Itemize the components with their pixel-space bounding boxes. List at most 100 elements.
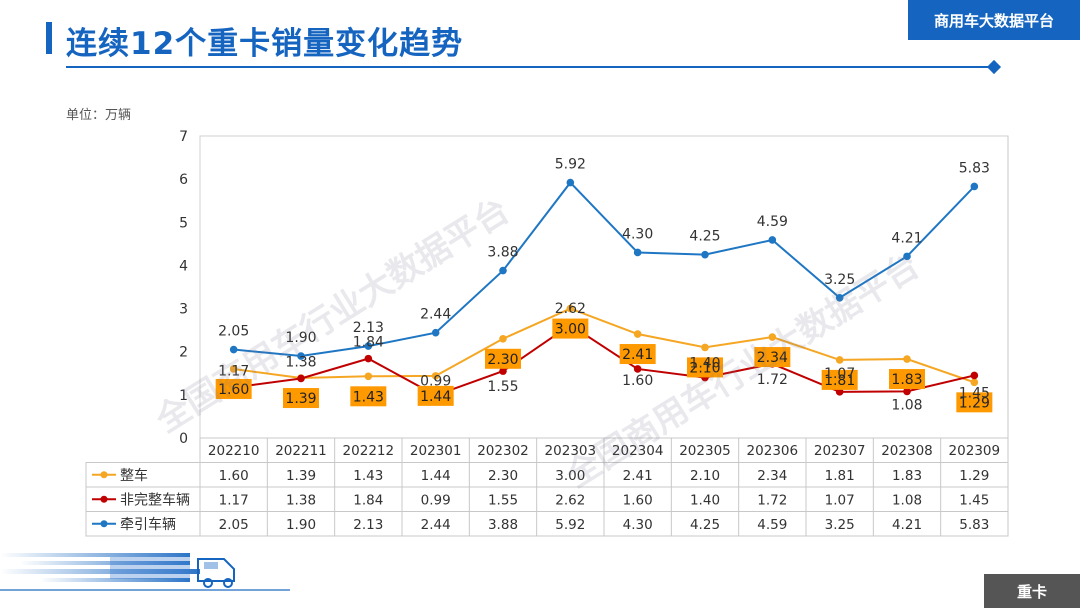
data-label: 1.29 xyxy=(959,395,990,411)
data-table-cell: 1.60 xyxy=(623,492,653,508)
data-point xyxy=(499,367,507,375)
data-table-cell: 1.07 xyxy=(825,492,855,508)
x-category-label: 202210 xyxy=(208,443,260,459)
data-label: 1.07 xyxy=(824,366,855,382)
data-point xyxy=(835,293,844,302)
data-point xyxy=(903,387,911,396)
data-label-box xyxy=(350,386,387,407)
data-point xyxy=(835,388,844,396)
data-point xyxy=(364,354,373,363)
truck-decoration-icon xyxy=(0,553,290,591)
data-table-cell: 4.59 xyxy=(757,517,787,533)
data-table-cell: 1.45 xyxy=(959,492,989,508)
data-label-box xyxy=(485,348,521,369)
data-label: 1.60 xyxy=(218,382,249,398)
data-label-box xyxy=(889,369,925,390)
data-label-box xyxy=(821,369,858,390)
page-title: 连续12个重卡销量变化趋势 xyxy=(66,26,464,62)
x-category-label: 202304 xyxy=(612,443,664,459)
data-table-cell: 2.44 xyxy=(421,517,451,533)
data-point xyxy=(364,342,373,350)
x-category-label: 202309 xyxy=(949,443,1001,459)
data-label-box xyxy=(283,388,319,409)
data-table-cell: 1.72 xyxy=(757,492,787,508)
data-label: 1.81 xyxy=(824,373,855,389)
legend-marker xyxy=(100,520,108,528)
data-label: 1.60 xyxy=(622,373,653,389)
data-point xyxy=(566,178,575,187)
plot-area-frame xyxy=(199,135,1009,439)
data-label-box xyxy=(687,357,723,378)
data-table-cell: 1.84 xyxy=(353,492,383,508)
series-line xyxy=(233,323,975,397)
x-category-label: 202303 xyxy=(545,443,597,459)
data-label: 1.08 xyxy=(891,397,922,413)
y-tick-label: 0 xyxy=(179,431,188,447)
y-tick-label: 7 xyxy=(179,129,188,145)
data-point xyxy=(297,352,305,360)
data-label: 2.13 xyxy=(353,320,384,336)
x-category-label: 202302 xyxy=(477,443,529,459)
legend-label: 整车 xyxy=(120,467,148,484)
data-table-cell: 3.00 xyxy=(555,468,585,484)
title-bar: 连续12个重卡销量变化趋势 xyxy=(0,0,1080,75)
legend-marker xyxy=(100,495,108,503)
data-label: 1.90 xyxy=(285,330,316,346)
legend-marker xyxy=(100,471,108,479)
data-table-cell: 2.05 xyxy=(219,517,249,533)
brand-badge: 商用车大数据平台 xyxy=(908,0,1080,40)
data-label: 1.84 xyxy=(353,335,384,351)
data-table-cell: 2.30 xyxy=(488,468,518,484)
data-label-box xyxy=(552,318,589,339)
data-point xyxy=(970,182,979,191)
data-label: 4.21 xyxy=(891,230,922,246)
unit-label: 单位：万辆 xyxy=(66,108,132,123)
data-label: 1.39 xyxy=(285,391,316,407)
data-label-box xyxy=(754,347,791,368)
data-table-cell: 1.83 xyxy=(892,468,922,484)
data-label: 4.25 xyxy=(689,229,720,245)
data-label: 1.44 xyxy=(420,389,451,405)
x-category-label: 202307 xyxy=(814,443,866,459)
data-table-cell: 1.39 xyxy=(286,468,316,484)
data-label: 4.59 xyxy=(757,214,788,230)
data-point xyxy=(431,328,440,337)
data-point xyxy=(970,378,979,387)
data-point xyxy=(970,371,979,380)
data-point xyxy=(499,266,507,275)
data-table-cell: 3.25 xyxy=(825,517,855,533)
data-label: 2.05 xyxy=(218,324,249,340)
data-table-cell: 1.44 xyxy=(421,468,451,484)
data-point xyxy=(633,365,642,373)
data-table-cell: 1.55 xyxy=(488,492,518,508)
data-table-cell: 1.40 xyxy=(690,492,720,508)
data-table-cell: 2.13 xyxy=(353,517,383,533)
data-table-cell: 1.29 xyxy=(959,468,989,484)
y-tick-label: 2 xyxy=(179,345,188,361)
data-label: 1.83 xyxy=(891,372,922,388)
data-table-cell: 4.30 xyxy=(623,517,653,533)
data-table-cell: 4.25 xyxy=(690,517,720,533)
data-label: 2.62 xyxy=(555,301,586,317)
data-point xyxy=(229,365,238,373)
data-label: 3.00 xyxy=(555,322,586,338)
footer-tag: 重卡 xyxy=(984,574,1080,608)
data-label: 1.43 xyxy=(353,389,384,405)
data-label: 3.25 xyxy=(824,272,855,288)
data-table-cell: 1.08 xyxy=(892,492,922,508)
data-label: 3.88 xyxy=(487,245,518,261)
data-table-cell: 0.99 xyxy=(421,492,451,508)
data-label: 2.10 xyxy=(689,360,720,376)
data-label: 1.45 xyxy=(959,385,990,401)
series-line xyxy=(233,307,975,384)
data-label: 1.40 xyxy=(689,356,720,372)
data-label: 2.34 xyxy=(757,350,788,366)
title-accent-bar xyxy=(46,22,52,54)
data-label-box xyxy=(619,344,656,365)
data-table-cell: 2.34 xyxy=(757,468,787,484)
y-tick-label: 4 xyxy=(179,258,188,274)
legend-label: 牵引车辆 xyxy=(120,516,176,533)
data-table-cell: 1.17 xyxy=(219,492,249,508)
data-label-box xyxy=(215,378,252,399)
